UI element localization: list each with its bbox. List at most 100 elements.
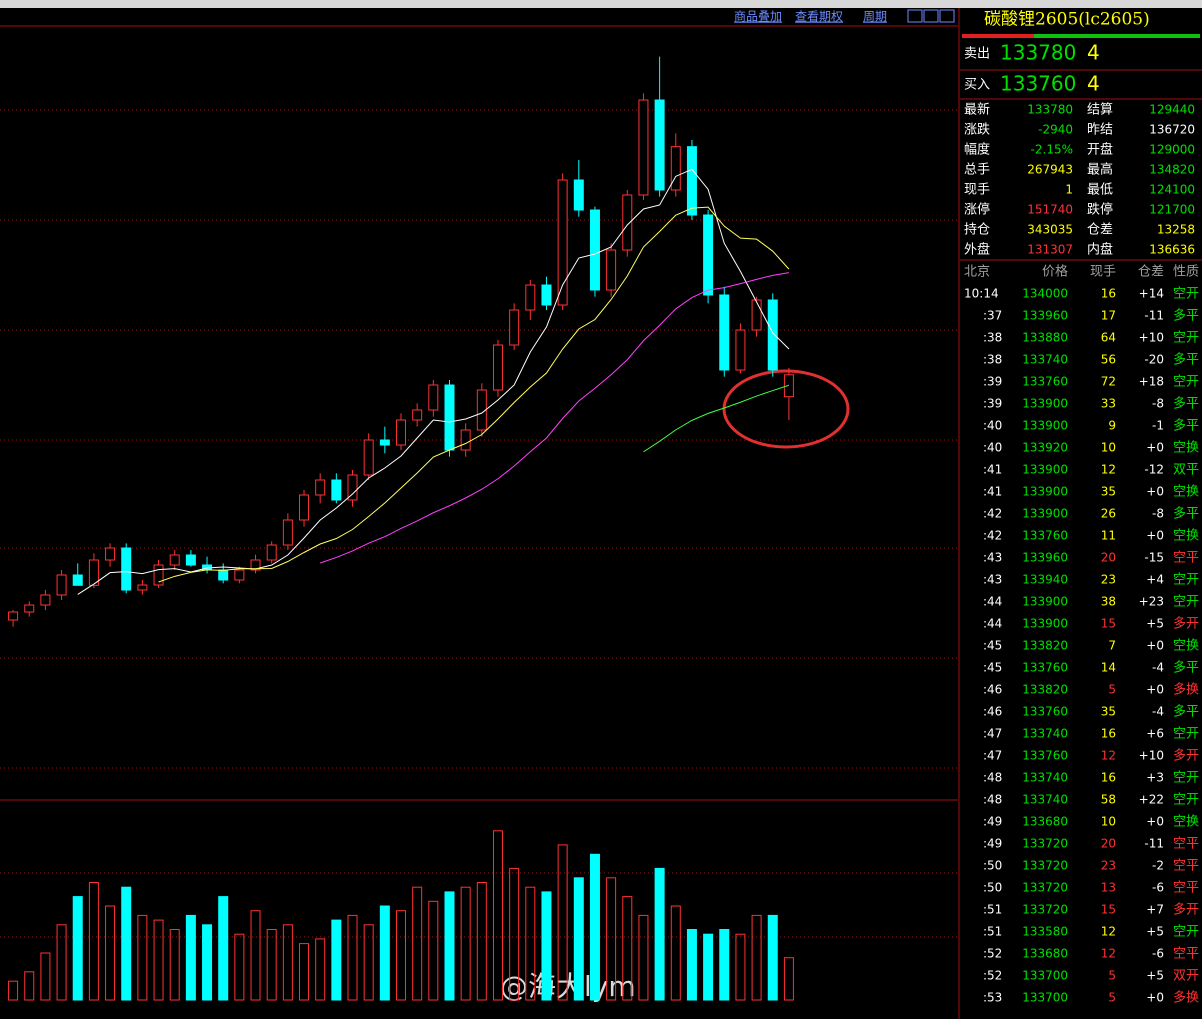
tick-type: 空平 xyxy=(1173,947,1199,962)
candle-body xyxy=(719,294,730,371)
volume-bar xyxy=(299,943,310,1001)
volume-bar xyxy=(654,867,665,1001)
tick-type: 多平 xyxy=(1173,396,1199,412)
volume-bar xyxy=(266,929,277,1001)
tick-time: :51 xyxy=(983,925,1002,939)
candle-body xyxy=(492,344,503,391)
tick-type: 空开 xyxy=(1173,595,1199,610)
volume-bar xyxy=(121,886,132,1001)
candle-body xyxy=(638,99,649,196)
candle-body xyxy=(218,569,229,581)
toolbar-button[interactable]: 周期 xyxy=(863,10,887,24)
volume-bar xyxy=(460,886,471,1001)
contract-title: 碳酸锂2605(lc2605) xyxy=(984,10,1150,30)
tick-volume: 14 xyxy=(1101,661,1116,675)
tick-price: 133880 xyxy=(1022,331,1068,345)
grid xyxy=(0,109,958,938)
tick-price: 133720 xyxy=(1022,837,1068,851)
tick-volume: 23 xyxy=(1101,573,1116,587)
tick-volume: 12 xyxy=(1101,749,1116,763)
tick-change: +10 xyxy=(1139,749,1164,763)
volume-bar xyxy=(638,914,649,1001)
tick-change: -2 xyxy=(1152,859,1164,873)
stat-value: -2940 xyxy=(1038,123,1073,137)
tick-change: -15 xyxy=(1144,551,1164,565)
bid-size: 4 xyxy=(1087,72,1100,96)
tick-change: -8 xyxy=(1152,397,1164,411)
volume-bar xyxy=(606,877,617,1001)
stat-value: 129440 xyxy=(1149,103,1195,117)
volume-bar xyxy=(202,924,213,1001)
tick-type: 多开 xyxy=(1173,748,1199,764)
tick-volume: 35 xyxy=(1101,705,1116,719)
tick-time: :40 xyxy=(983,441,1002,455)
tick-price: 133900 xyxy=(1022,485,1068,499)
tick-type: 空平 xyxy=(1173,837,1199,852)
stat-label: 现手 xyxy=(964,183,990,198)
stat-label: 开盘 xyxy=(1087,142,1113,158)
tick-type: 多平 xyxy=(1173,418,1199,434)
tick-price: 133760 xyxy=(1022,749,1068,763)
tick-price: 133680 xyxy=(1022,815,1068,829)
tick-time: :46 xyxy=(983,705,1002,719)
tick-price: 133720 xyxy=(1022,859,1068,873)
tick-volume: 56 xyxy=(1101,353,1116,367)
tick-time: :41 xyxy=(983,485,1002,499)
ask-price: 133780 xyxy=(1000,41,1076,65)
tick-change: +6 xyxy=(1146,727,1164,741)
candle-body xyxy=(72,574,83,586)
tick-time: 10:14 xyxy=(964,287,999,301)
tick-type: 空开 xyxy=(1173,793,1199,808)
candle-body xyxy=(654,99,665,191)
candle-body xyxy=(153,564,164,586)
volume-bar xyxy=(396,910,406,1001)
volume-bar xyxy=(428,900,439,1001)
tick-price: 133680 xyxy=(1022,947,1068,961)
tick-price: 133700 xyxy=(1022,991,1068,1005)
volume-bar xyxy=(541,891,552,1001)
tick-price: 133740 xyxy=(1022,771,1068,785)
tick-change: -6 xyxy=(1152,947,1164,961)
tick-change: +3 xyxy=(1146,771,1164,785)
volume-bar xyxy=(315,938,326,1001)
toolbar-button[interactable]: 查看期权 xyxy=(795,10,843,24)
tick-volume: 23 xyxy=(1101,859,1116,873)
tick-time: :49 xyxy=(983,815,1002,829)
tick-price: 133820 xyxy=(1022,639,1068,653)
nav-icons[interactable] xyxy=(907,9,955,23)
watermark: @海大lym xyxy=(500,970,636,1003)
toolbar-button[interactable]: 商品叠加 xyxy=(734,9,782,24)
candle-body xyxy=(396,419,406,446)
stat-label: 仓差 xyxy=(1087,223,1113,238)
volume-bar xyxy=(105,905,116,1001)
volume-bar xyxy=(476,882,487,1001)
tick-volume: 16 xyxy=(1101,771,1116,785)
tick-time: :52 xyxy=(983,969,1002,983)
tick-change: -6 xyxy=(1152,881,1164,895)
volume-bar xyxy=(331,919,342,1001)
tick-time: :45 xyxy=(983,661,1002,675)
tick-type: 空开 xyxy=(1173,925,1199,940)
highlight-circle xyxy=(722,369,850,449)
ask-label: 卖出 xyxy=(964,47,990,62)
tick-volume: 16 xyxy=(1101,287,1116,301)
stat-label: 总手 xyxy=(964,163,990,178)
moving-average xyxy=(320,272,790,564)
tick-volume: 5 xyxy=(1108,683,1116,697)
window-strip xyxy=(0,0,1202,8)
tick-volume: 26 xyxy=(1101,507,1116,521)
tick-change: +10 xyxy=(1139,331,1164,345)
tick-volume: 12 xyxy=(1101,947,1116,961)
tick-change: -20 xyxy=(1144,353,1164,367)
tick-time: :41 xyxy=(983,463,1002,477)
tick-volume: 5 xyxy=(1108,969,1116,983)
volume-bar xyxy=(56,924,67,1001)
candle-body xyxy=(299,494,310,521)
tick-time: :50 xyxy=(983,859,1002,873)
column-header: 价格 xyxy=(1042,264,1068,280)
volume-bar xyxy=(622,896,633,1001)
volume-bar xyxy=(8,980,19,1001)
tick-volume: 38 xyxy=(1101,595,1116,609)
stat-value: 343035 xyxy=(1027,223,1073,237)
tick-time: :44 xyxy=(983,595,1002,609)
